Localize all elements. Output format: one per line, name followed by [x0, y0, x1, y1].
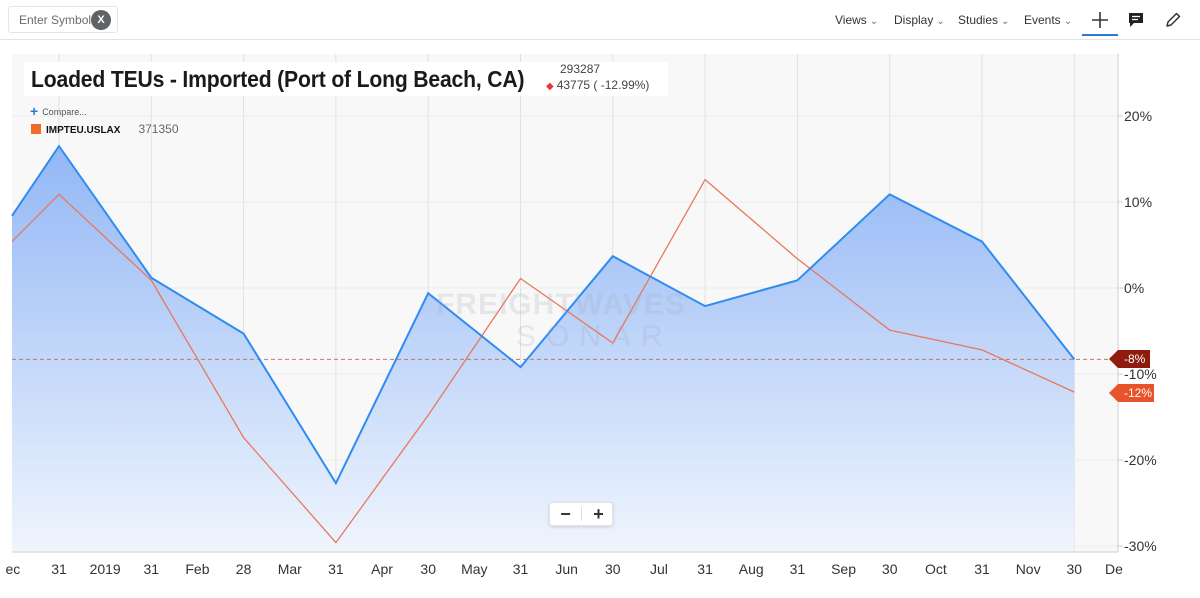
x-tick-label: Oct	[925, 561, 947, 577]
zoom-in-button[interactable]: +	[593, 504, 604, 524]
x-tick-label: Mar	[278, 561, 302, 577]
x-tick-label: Feb	[185, 561, 209, 577]
x-tick-label: 31	[513, 561, 529, 577]
x-tick-label: De	[1105, 561, 1123, 577]
change-value: ◆ 43775 ( -12.99%)	[546, 78, 649, 92]
legend-swatch	[31, 124, 41, 134]
views-menu[interactable]: Views ⌄	[835, 0, 878, 40]
studies-menu[interactable]: Studies ⌄	[958, 0, 1009, 40]
chart-canvas: ec 31 2019 31 Feb 28 Mar 31 Apr 30 May 31 Jun 30 Jul 31…	[5, 54, 1157, 577]
x-tick-label: Jul	[650, 561, 668, 577]
display-menu-label: Display	[894, 13, 934, 27]
x-tick-label: 30	[1067, 561, 1083, 577]
legend-series-value: 371350	[138, 122, 179, 136]
main-series-area	[12, 146, 1075, 552]
clear-symbol-button[interactable]: X	[91, 10, 111, 30]
y-tick-label: 0%	[1124, 280, 1144, 296]
crosshair-icon	[1092, 12, 1108, 28]
y-tick-label: -30%	[1124, 538, 1157, 554]
x-tick-label: 28	[236, 561, 252, 577]
x-tick-label: Jun	[555, 561, 578, 577]
title-panel: Loaded TEUs - Imported (Port of Long Bea…	[24, 62, 668, 96]
change-text: 43775 ( -12.99%)	[556, 78, 650, 92]
plus-icon: +	[30, 103, 39, 119]
main-series-flag: -8%	[1109, 350, 1150, 368]
symbol-input[interactable]	[19, 12, 91, 28]
zoom-divider	[581, 507, 582, 521]
x-tick-label: May	[461, 561, 487, 577]
x-tick-label: 31	[697, 561, 713, 577]
crosshair-tool-button[interactable]	[1082, 5, 1118, 36]
compare-series-flag: -12%	[1109, 384, 1154, 402]
draw-tool-button[interactable]	[1155, 5, 1191, 35]
x-tick-label: Nov	[1016, 561, 1041, 577]
last-value: 293287	[560, 62, 601, 76]
chevron-down-icon: ⌄	[1063, 16, 1073, 27]
x-tick-label: 2019	[90, 561, 121, 577]
x-tick-label: 31	[144, 561, 160, 577]
x-tick-label: 31	[328, 561, 344, 577]
zoom-out-button[interactable]: −	[560, 504, 571, 524]
y-tick-label: -20%	[1124, 452, 1157, 468]
compare-series-line	[11, 178, 1075, 544]
compare-button[interactable]: + Compare...	[30, 103, 87, 119]
y-tick-label: 10%	[1124, 194, 1152, 210]
x-tick-label: 31	[51, 561, 67, 577]
events-menu[interactable]: Events ⌄	[1024, 0, 1072, 40]
legend-series-name: IMPTEU.USLAX	[46, 125, 121, 136]
symbol-search-box: X	[8, 6, 118, 33]
x-tick-label: 30	[420, 561, 436, 577]
x-tick-label: 30	[882, 561, 898, 577]
comment-icon	[1129, 13, 1143, 27]
x-tick-label: Sep	[831, 561, 856, 577]
studies-menu-label: Studies	[958, 13, 999, 27]
x-tick-label: 31	[790, 561, 806, 577]
x-tick-label: Apr	[371, 561, 393, 577]
toolbar: X Views⌄ Display⌄ Studies⌄ Events⌄	[0, 0, 1200, 40]
x-tick-label: 30	[605, 561, 621, 577]
chart-title: Loaded TEUs - Imported (Port of Long Bea…	[31, 66, 525, 92]
x-tick-label: 31	[974, 561, 990, 577]
events-menu-label: Events	[1024, 13, 1061, 27]
down-diamond-icon: ◆	[546, 81, 554, 92]
chevron-down-icon: ⌄	[936, 16, 945, 27]
chevron-down-icon: ⌄	[1001, 16, 1010, 27]
pencil-icon	[1166, 12, 1181, 27]
x-tick-label: ec	[5, 561, 20, 577]
x-tick-label: Aug	[739, 561, 764, 577]
chevron-down-icon: ⌄	[869, 16, 879, 27]
comment-tool-button[interactable]	[1118, 5, 1154, 35]
y-tick-label: 20%	[1124, 108, 1152, 124]
main-series-line	[11, 144, 1076, 486]
legend-item[interactable]: IMPTEU.USLAX 371350	[31, 122, 179, 136]
views-menu-label: Views	[835, 13, 867, 27]
display-menu[interactable]: Display ⌄	[894, 0, 945, 40]
compare-label: Compare...	[42, 107, 87, 117]
zoom-control: − +	[549, 502, 613, 526]
y-tick-label: -10%	[1124, 366, 1157, 382]
